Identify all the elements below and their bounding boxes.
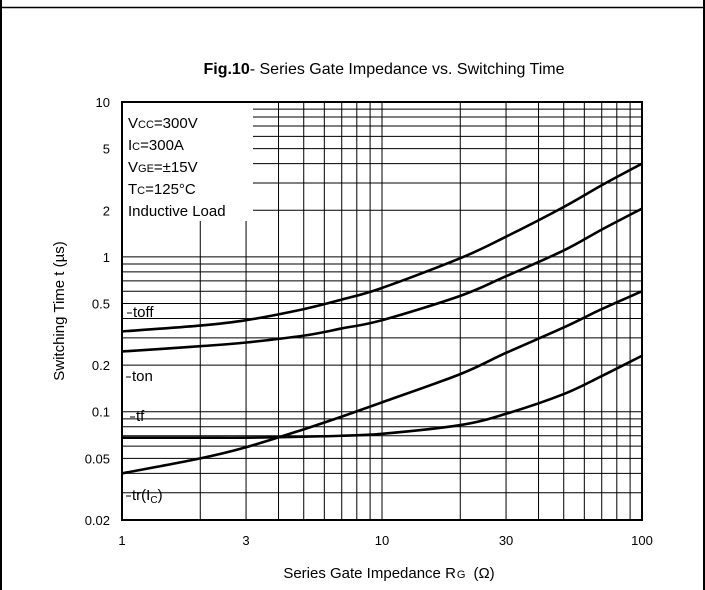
chart-title-text: - Series Gate Impedance vs. Switching Ti… [250,61,565,78]
series-lines [121,162,643,475]
y-tick-label: 2 [103,203,110,218]
chart-title: Fig.10- Series Gate Impedance vs. Switch… [203,61,564,78]
y-tick-labels: 10 5 2 1 0.5 0.2 0.1 0.05 0.02 [85,95,110,528]
conditions-box-bg [123,103,253,221]
y-tick-label: 0.1 [92,405,110,420]
condition-line: Inductive Load [128,203,226,220]
y-tick-label: 0.5 [92,296,110,311]
curve-label-3: tr(IC) [132,487,163,506]
series-line-3 [121,290,643,475]
x-axis-label-main: Series Gate Impedance R [283,565,456,582]
x-tick-label: 100 [631,533,653,548]
x-axis-label: Series Gate Impedance RG (Ω) [283,565,494,582]
x-tick-label: 1 [118,533,125,548]
x-axis-label-unit: (Ω) [473,565,494,582]
condition-line: VGE=±15V [128,159,198,176]
y-tick-label: 0.02 [85,513,110,528]
test-conditions: VCC=300V IC=300A VGE=±15V TC=125°C Inductive… [128,115,226,220]
y-tick-label: 10 [96,95,110,110]
y-tick-label: 5 [103,142,110,157]
curve-label-1: ton [132,368,153,385]
series-line-1 [121,207,643,353]
condition-line: VCC=300V [128,115,198,132]
y-axis-label: Switching Time t (µs) [51,241,68,381]
series-line-0 [121,162,643,333]
series-line-2 [122,354,643,440]
curve-labels: toff ton tf tr(IC) [126,304,163,506]
x-tick-label: 10 [375,533,389,548]
condition-line: TC=125°C [128,181,196,198]
y-tick-label: 0.05 [85,451,110,466]
x-tick-label: 30 [499,533,513,548]
curve-label-0: toff [133,304,154,321]
curve-label-2: tf [136,408,145,425]
y-tick-label: 0.2 [92,358,110,373]
condition-line: IC=300A [128,137,184,154]
x-tick-labels: 1 3 10 30 100 [118,533,652,548]
y-tick-label: 1 [103,250,110,265]
chart-title-fig: Fig.10 [203,61,249,78]
x-axis-label-sub: G [457,569,466,581]
x-tick-label: 3 [242,533,249,548]
plot-border [121,101,643,521]
